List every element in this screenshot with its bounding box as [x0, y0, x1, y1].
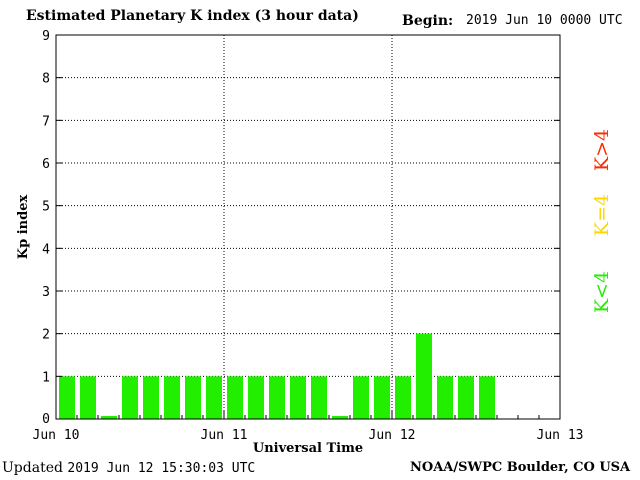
y-tick-label: 9: [42, 29, 50, 44]
kp-bar: [143, 376, 159, 419]
updated-stamp: Updated 2019 Jun 12 15:30:03 UTC: [2, 460, 255, 476]
kp-bar: [164, 376, 180, 419]
plot-frame: [55, 34, 561, 420]
kp-bar: [80, 376, 96, 419]
kp-bar: [332, 416, 348, 419]
kp-bar: [185, 376, 201, 419]
legend-k-equal-4: K=4: [591, 194, 613, 236]
kp-bar: [227, 376, 243, 419]
kp-bar: [122, 376, 138, 419]
y-tick-label: 1: [42, 370, 50, 385]
legend-k-less-4: K<4: [591, 271, 613, 313]
bars: [59, 333, 495, 419]
kp-bar: [269, 376, 285, 419]
y-tick-label: 7: [42, 114, 50, 129]
source-credit: NOAA/SWPC Boulder, CO USA: [410, 460, 631, 475]
updated-label: Updated: [2, 460, 63, 476]
y-tick-label: 2: [42, 328, 50, 343]
kp-bar: [374, 376, 390, 419]
updated-value: 2019 Jun 12 15:30:03 UTC: [67, 461, 256, 476]
kp-bar: [416, 333, 432, 419]
x-tick-label: Jun 12: [369, 428, 416, 443]
kp-bar: [59, 376, 75, 419]
y-tick-label: 0: [42, 412, 50, 427]
kp-bar: [479, 376, 495, 419]
y-tick-label: 5: [42, 200, 50, 215]
x-tick-label: Jun 11: [201, 428, 248, 443]
kp-bar: [395, 376, 411, 419]
kp-bar: [437, 376, 453, 419]
kp-bar: [101, 416, 117, 419]
x-tick-label: Jun 10: [33, 428, 80, 443]
legend-k-greater-4: K>4: [591, 129, 613, 171]
legend: K>4 K=4 K<4: [591, 129, 613, 313]
y-axis-ticks: 0 1 2 3 4 5 6 7 8 9: [42, 29, 560, 427]
begin-label: Begin:: [402, 13, 454, 29]
y-tick-label: 6: [42, 157, 50, 172]
grid-lines: [56, 35, 560, 419]
kp-bar: [248, 376, 264, 419]
kp-bar: [311, 376, 327, 419]
y-tick-label: 3: [42, 285, 50, 300]
x-axis-ticks: Jun 10 Jun 11 Jun 12 Jun 13: [33, 411, 584, 443]
begin-value: 2019 Jun 10 0000 UTC: [466, 13, 623, 28]
y-tick-label: 8: [42, 72, 50, 87]
y-tick-label: 4: [42, 242, 50, 257]
x-axis-title: Universal Time: [253, 441, 363, 456]
y-axis-title: Kp index: [16, 195, 31, 260]
kp-bar: [458, 376, 474, 419]
x-tick-label: Jun 13: [537, 428, 584, 443]
kp-bar: [206, 376, 222, 419]
chart-title: Estimated Planetary K index (3 hour data…: [26, 8, 359, 24]
kp-bar: [290, 376, 306, 419]
kp-bar: [353, 376, 369, 419]
